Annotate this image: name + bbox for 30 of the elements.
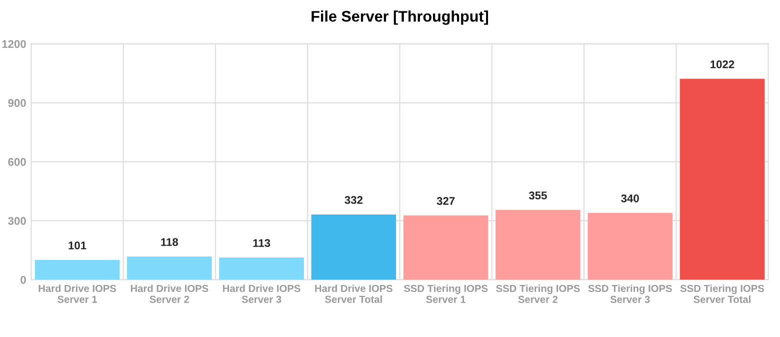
x-tick-label: Hard Drive IOPS Server 2 bbox=[130, 284, 208, 303]
y-tick-label: 300 bbox=[8, 217, 26, 225]
bar bbox=[496, 210, 580, 280]
y-tick-label: 900 bbox=[8, 99, 26, 107]
bar bbox=[127, 256, 212, 280]
data-label: 101 bbox=[68, 241, 86, 250]
data-label: 355 bbox=[528, 192, 547, 200]
y-tick-label: 0 bbox=[20, 276, 26, 284]
y-tick-label: 600 bbox=[8, 158, 26, 166]
bar bbox=[588, 212, 672, 280]
x-tick-label: SSD Tiering IOPS Server Total bbox=[680, 284, 764, 303]
x-tick-label: Hard Drive IOPS Server 1 bbox=[38, 284, 116, 303]
bar bbox=[34, 260, 120, 280]
x-tick-label: SSD Tiering IOPS Server 3 bbox=[588, 284, 672, 303]
chart-title: File Server [Throughput] bbox=[312, 10, 488, 25]
x-tick-label: SSD Tiering IOPS Server 2 bbox=[496, 284, 580, 303]
x-tick-label: SSD Tiering IOPS Server 1 bbox=[404, 284, 488, 303]
bar bbox=[403, 215, 488, 280]
data-label: 327 bbox=[436, 197, 455, 205]
data-label: 113 bbox=[253, 239, 270, 247]
x-tick-label: Hard Drive IOPS Server 3 bbox=[223, 284, 300, 303]
x-tick-label: Hard Drive IOPS Server Total bbox=[315, 284, 392, 303]
data-label: 1022 bbox=[710, 60, 734, 68]
data-label: 340 bbox=[621, 194, 639, 202]
y-tick-label: 1200 bbox=[2, 40, 26, 48]
data-label: 332 bbox=[344, 196, 363, 204]
bar bbox=[680, 78, 765, 280]
bar bbox=[219, 257, 304, 280]
data-label: 118 bbox=[161, 238, 178, 246]
bar bbox=[311, 214, 396, 280]
